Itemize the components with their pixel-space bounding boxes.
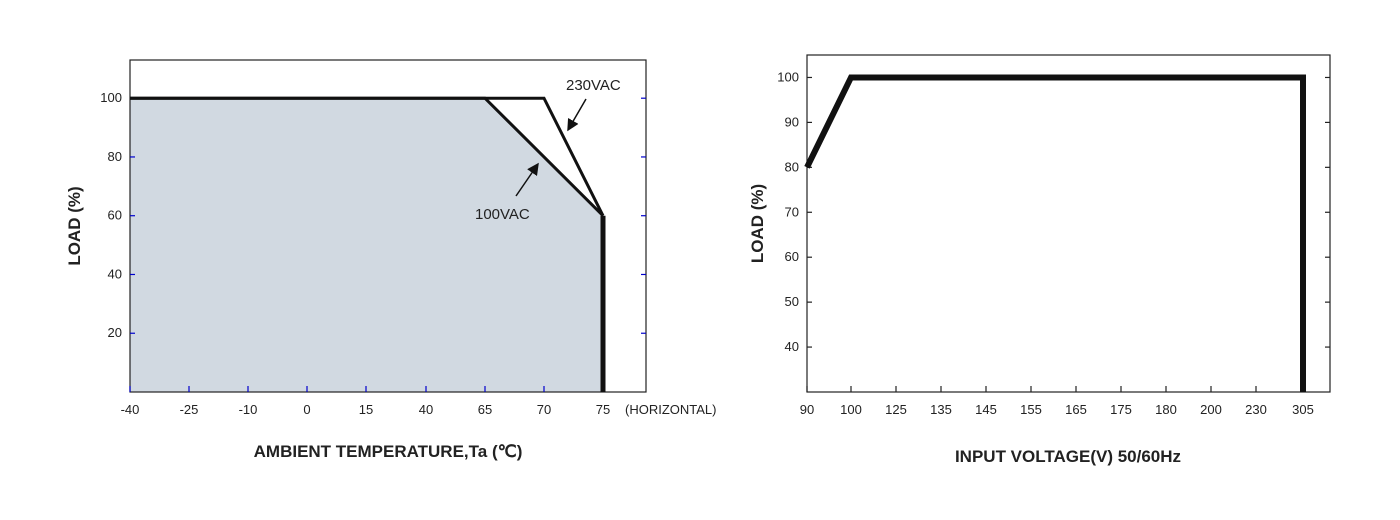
x-tick-label: -10 xyxy=(239,402,258,417)
annotation-label-100vac: 100VAC xyxy=(475,206,530,223)
x-axis-title: AMBIENT TEMPERATURE,Ta (℃) xyxy=(254,442,523,461)
y-axis-title: LOAD (%) xyxy=(748,184,767,263)
x-tick-label: 15 xyxy=(359,402,373,417)
x-tick-label: 40 xyxy=(419,402,433,417)
y-tick-label: 50 xyxy=(785,294,799,309)
x-tick-label: 145 xyxy=(975,402,997,417)
x-tick-label: 180 xyxy=(1155,402,1177,417)
x-tick-label: 125 xyxy=(885,402,907,417)
x-tick-label: 135 xyxy=(930,402,952,417)
x-axis-note: (HORIZONTAL) xyxy=(625,402,716,417)
x-tick-label: 305 xyxy=(1292,402,1314,417)
y-tick-label: 60 xyxy=(108,208,122,223)
plot-frame xyxy=(129,59,647,393)
x-tick-label: 230 xyxy=(1245,402,1267,417)
x-tick-label: 90 xyxy=(800,402,814,417)
x-tick-label: 75 xyxy=(596,402,610,417)
annotation-label-230vac: 230VAC xyxy=(566,77,621,94)
x-tick-label: -25 xyxy=(180,402,199,417)
x-tick-label: 175 xyxy=(1110,402,1132,417)
x-tick-label: 200 xyxy=(1200,402,1222,417)
y-tick-label: 100 xyxy=(100,90,122,105)
y-tick-label: 90 xyxy=(785,114,799,129)
x-tick-label: 155 xyxy=(1020,402,1042,417)
annotation-arrow-100vac xyxy=(515,162,539,197)
x-tick-label: 165 xyxy=(1065,402,1087,417)
y-tick-label: 40 xyxy=(108,266,122,281)
y-tick-label: 100 xyxy=(777,69,799,84)
series-line-load xyxy=(804,74,1306,392)
x-tick-label: -40 xyxy=(121,402,140,417)
annotation-arrow-230vac xyxy=(567,98,587,132)
x-tick-label: 65 xyxy=(478,402,492,417)
series-line-100vac xyxy=(130,96,605,217)
y-axis-title: LOAD (%) xyxy=(65,186,84,265)
y-tick-label: 80 xyxy=(785,159,799,174)
plot-frame xyxy=(806,54,1331,393)
y-tick-label: 20 xyxy=(108,325,122,340)
y-tick-label: 80 xyxy=(108,149,122,164)
x-tick-label: 0 xyxy=(303,402,310,417)
y-tick-label: 70 xyxy=(785,204,799,219)
y-tick-label: 40 xyxy=(785,339,799,354)
operating-area-fill xyxy=(130,98,603,392)
x-tick-label: 100 xyxy=(840,402,862,417)
y-tick-label: 60 xyxy=(785,249,799,264)
x-tick-label: 70 xyxy=(537,402,551,417)
x-axis-title: INPUT VOLTAGE(V) 50/60Hz xyxy=(955,447,1181,466)
